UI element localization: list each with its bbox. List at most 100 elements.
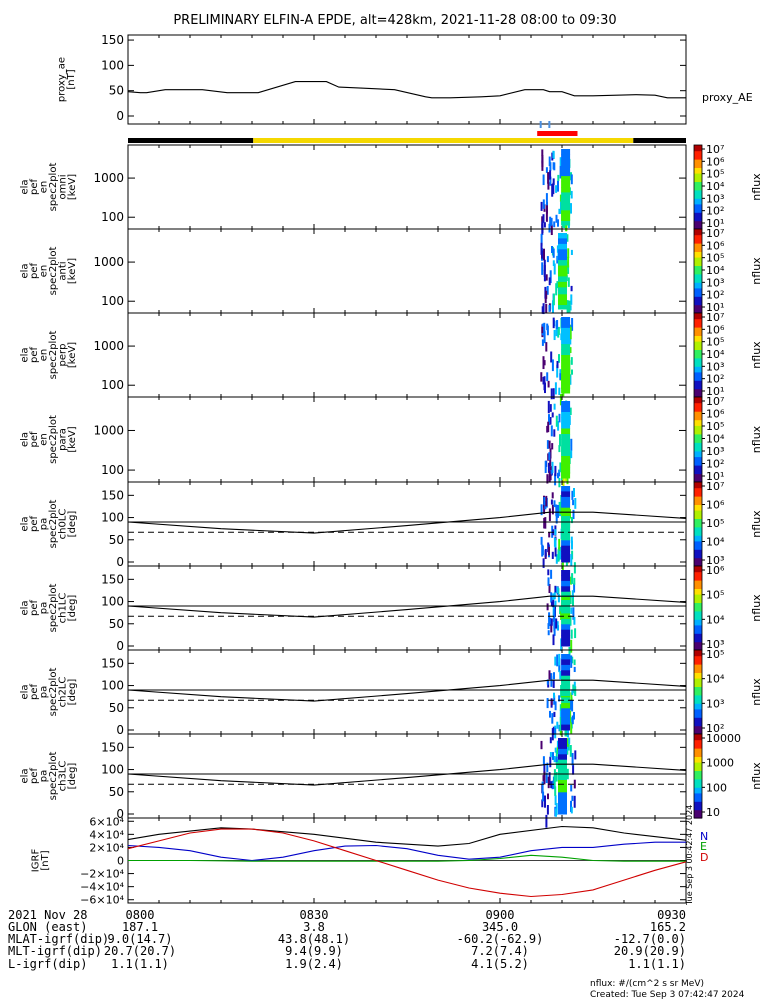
colorbar-segment bbox=[694, 616, 702, 620]
spectrogram-core-cell bbox=[561, 551, 571, 557]
colorbar-segment bbox=[694, 493, 702, 497]
panel-1-ylabel-line-4: anti bbox=[57, 261, 68, 280]
spectrogram-cell bbox=[546, 440, 549, 449]
colorbar-segment bbox=[694, 652, 702, 657]
spectrogram-cell bbox=[566, 234, 569, 242]
spectrogram-cell bbox=[540, 233, 543, 246]
colorbar-tick-label: 10⁷ bbox=[706, 395, 724, 408]
ephem-value: 165.2 bbox=[650, 920, 686, 934]
y-tick-label: 6×10⁴ bbox=[89, 815, 124, 828]
colorbar-segment bbox=[694, 212, 702, 216]
spectrogram-cell bbox=[570, 785, 573, 792]
spectrogram-core-cell bbox=[558, 271, 567, 277]
colorbar-segment bbox=[694, 602, 702, 606]
spectrogram-cell bbox=[546, 201, 548, 214]
colorbar-segment bbox=[694, 414, 702, 418]
spectrogram-cell bbox=[570, 357, 573, 365]
ephem-row-label: GLON (east) bbox=[8, 920, 87, 934]
spectrogram-core-cell bbox=[561, 170, 571, 177]
spectrogram-core-cell bbox=[561, 713, 571, 720]
panel-ela_pef_pa_spec2plot_ch3LC: elapefpaspec2plotch3LC[deg]0501001501010… bbox=[19, 732, 763, 828]
spectrogram-cell bbox=[541, 545, 544, 556]
panel-3-ylabel-line-1: pef bbox=[29, 431, 40, 448]
legend-igrf-e: E bbox=[700, 840, 707, 853]
spectrogram-cell bbox=[547, 630, 550, 636]
spectrogram-cell bbox=[573, 666, 576, 673]
spectrogram-cell bbox=[569, 305, 572, 311]
colorbar-segment bbox=[694, 801, 702, 805]
spectrogram-core-cell bbox=[561, 176, 571, 182]
colorbar-segment bbox=[694, 377, 702, 381]
spectrogram-cell bbox=[553, 756, 556, 763]
spectrogram-cell bbox=[547, 462, 550, 473]
colorbar-segment bbox=[694, 231, 702, 236]
colorbar-segment bbox=[694, 192, 702, 196]
colorbar-segment bbox=[694, 790, 702, 794]
spectrogram-cell bbox=[546, 372, 549, 382]
spectrogram-cell bbox=[548, 223, 551, 233]
y-tick-label: 150 bbox=[101, 740, 124, 754]
colorbar-segment bbox=[694, 535, 702, 539]
spectrogram-cell bbox=[550, 592, 553, 603]
y-tick-label: 100 bbox=[101, 58, 124, 72]
spectrogram-cells bbox=[540, 149, 573, 236]
y-tick-label: 100 bbox=[101, 595, 124, 609]
colorbar-tick-label: 10 bbox=[706, 806, 720, 819]
spectrogram-cell bbox=[558, 695, 561, 702]
spectrogram-cell bbox=[550, 499, 553, 505]
y-tick-label: 0 bbox=[116, 639, 124, 653]
spectrogram-core-cell bbox=[558, 803, 567, 809]
spectrogram-cell bbox=[541, 306, 544, 314]
colorbar-tick-label: 10⁶ bbox=[706, 239, 725, 252]
spectrogram-core-cell bbox=[558, 260, 567, 266]
spectrogram-cell bbox=[545, 274, 548, 281]
spectrogram-cell bbox=[547, 453, 550, 461]
footer-created: Created: Tue Sep 3 07:42:47 2024 bbox=[590, 990, 745, 1000]
spectrogram-cell bbox=[546, 805, 549, 815]
spectrogram-core-cell bbox=[561, 371, 571, 378]
spectrogram-cell bbox=[550, 624, 553, 633]
spectrogram-cell bbox=[547, 577, 550, 586]
colorbar-segment bbox=[694, 371, 702, 376]
colorbar-label: nflux bbox=[750, 762, 763, 790]
loss-cone-curve bbox=[127, 595, 687, 618]
spectrogram-core-low-energy bbox=[561, 378, 571, 390]
colorbar-segment bbox=[694, 574, 702, 578]
colorbar-segment bbox=[694, 532, 702, 536]
spectrogram-cell bbox=[549, 474, 552, 481]
spectrogram-cell bbox=[545, 167, 548, 173]
panel-5-ylabel-line-2: pa bbox=[38, 602, 49, 614]
colorbar-segment bbox=[694, 742, 702, 746]
panel-ela_pef_pa_spec2plot_ch0LC: elapefpaspec2plotch0LC[deg]05010015010³1… bbox=[19, 480, 763, 574]
colorbar-segment bbox=[694, 498, 702, 503]
series-igrf-d bbox=[127, 828, 687, 898]
spectrogram-cell bbox=[553, 608, 556, 618]
colorbar-segment bbox=[694, 804, 702, 808]
colorbar-segment bbox=[694, 391, 702, 395]
colorbar-segment bbox=[694, 703, 702, 707]
colorbar-segment bbox=[694, 215, 702, 219]
colorbar-label: nflux bbox=[750, 341, 763, 369]
panel-frame bbox=[127, 144, 687, 230]
colorbar-label: nflux bbox=[750, 425, 763, 453]
colorbar-segment bbox=[694, 335, 702, 339]
spectrogram-cell bbox=[559, 670, 562, 680]
spectrogram-cell bbox=[550, 470, 553, 476]
spectrogram-cell bbox=[550, 676, 553, 687]
spectrogram-cell bbox=[573, 659, 576, 666]
colorbar-tick-label: 10⁴ bbox=[706, 536, 725, 549]
colorbar-segment bbox=[694, 442, 702, 446]
colorbar-segment bbox=[694, 767, 702, 771]
spectrogram-cell bbox=[551, 551, 554, 559]
spectrogram-core-cell bbox=[561, 317, 571, 323]
spectrogram-cell bbox=[548, 612, 551, 624]
colorbar-segment bbox=[694, 467, 702, 472]
spectrogram-cell bbox=[573, 488, 575, 498]
spectrogram-cell bbox=[555, 618, 558, 629]
spectrogram-cell bbox=[570, 294, 573, 305]
colorbar-segment bbox=[694, 566, 702, 570]
spectrogram-cell bbox=[554, 656, 557, 666]
spectrogram-core-cell bbox=[561, 664, 571, 671]
spectrogram-cell bbox=[547, 172, 550, 184]
spectrogram-cell bbox=[572, 594, 574, 606]
